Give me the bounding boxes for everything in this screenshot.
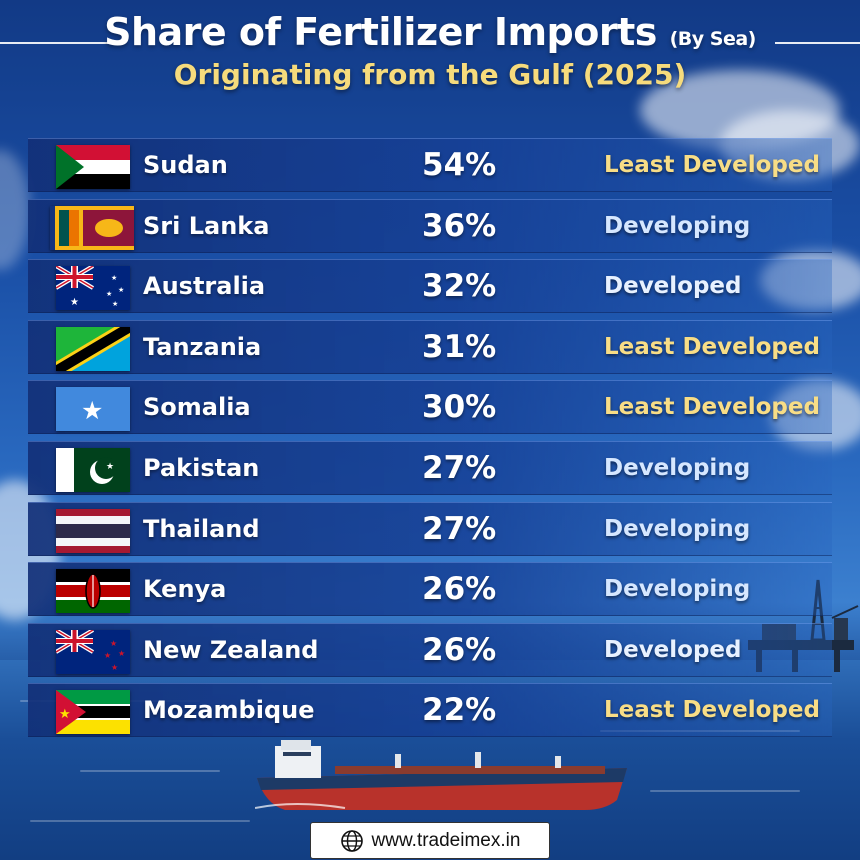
share-value: 36%: [422, 207, 497, 244]
svg-text:★: ★: [70, 297, 79, 308]
svg-text:★: ★: [112, 300, 118, 308]
chart-title-text: Share of Fertilizer Imports: [104, 10, 657, 54]
chart-subtitle: Originating from the Gulf (2025): [173, 58, 687, 91]
flag-australia: ★ ★ ★ ★ ★: [56, 266, 130, 311]
status-label: Least Developed: [604, 152, 820, 178]
flag-sri-lanka: [55, 205, 134, 250]
status-label: Developing: [604, 576, 751, 603]
country-name: Kenya: [143, 575, 227, 604]
status-label: Developing: [604, 212, 751, 239]
flag-sudan: [56, 145, 130, 189]
share-value: 54%: [422, 147, 497, 183]
country-name: Mozambique: [143, 696, 315, 725]
website-url[interactable]: www.tradeimex.in: [371, 829, 521, 851]
status-label: Developing: [604, 454, 751, 481]
svg-text:★: ★: [110, 639, 117, 648]
table-row: ★ Pakistan 27% Developing: [28, 440, 832, 495]
flag-kenya: [56, 569, 130, 614]
flag-somalia: ★: [56, 387, 130, 432]
table-row: Kenya 26% Developing: [28, 562, 832, 617]
svg-text:★: ★: [106, 462, 114, 472]
status-label: Least Developed: [604, 697, 820, 724]
svg-text:★: ★: [111, 663, 118, 672]
share-value: 31%: [422, 328, 497, 365]
share-value: 30%: [422, 389, 497, 426]
svg-text:★: ★: [118, 649, 125, 658]
svg-text:★: ★: [104, 651, 111, 660]
status-label: Least Developed: [604, 394, 820, 421]
share-value: 27%: [422, 449, 497, 486]
status-label: Developed: [604, 273, 742, 300]
status-label: Developed: [604, 636, 742, 663]
share-value: 32%: [422, 268, 497, 305]
flag-pakistan: ★: [56, 447, 130, 492]
share-value: 22%: [422, 692, 497, 729]
flag-tanzania: [56, 326, 130, 371]
table-row: Sri Lanka 36% Developing: [28, 198, 832, 253]
country-name: Australia: [143, 272, 266, 301]
title-rule-left: [0, 42, 120, 44]
country-name: Somalia: [143, 393, 251, 422]
title-rule-right: [775, 42, 860, 44]
table-row: Tanzania 31% Least Developed: [28, 319, 832, 374]
country-table: Sudan 54% Least Developed Sri Lanka 36% …: [28, 138, 832, 744]
flag-new-zealand: ★ ★ ★ ★: [56, 629, 130, 674]
country-name: Pakistan: [143, 453, 260, 482]
status-label: Developing: [604, 515, 751, 542]
globe-icon: [340, 829, 363, 852]
country-name: Sudan: [143, 151, 228, 179]
header: Share of Fertilizer Imports (By Sea) Ori…: [0, 10, 860, 91]
cargo-ship-illustration: [255, 740, 627, 810]
table-row: ★ Mozambique 22% Least Developed: [28, 683, 832, 738]
country-name: Thailand: [143, 514, 260, 543]
country-name: Tanzania: [143, 332, 262, 361]
chart-title-suffix: (By Sea): [669, 28, 757, 50]
country-name: New Zealand: [143, 635, 319, 664]
svg-text:★: ★: [106, 290, 112, 298]
cloud-decoration: [0, 150, 30, 270]
table-row: Thailand 27% Developing: [28, 501, 832, 556]
table-row: Sudan 54% Least Developed: [28, 138, 832, 192]
flag-thailand: [56, 508, 130, 553]
table-row: ★ Somalia 30% Least Developed: [28, 380, 832, 435]
chart-title: Share of Fertilizer Imports (By Sea): [0, 10, 860, 54]
table-row: ★ ★ ★ ★ New Zealand 26% Developed: [28, 622, 832, 677]
svg-text:★: ★: [111, 274, 117, 282]
website-badge[interactable]: www.tradeimex.in: [310, 822, 550, 859]
status-label: Least Developed: [604, 333, 820, 360]
country-name: Sri Lanka: [143, 211, 270, 240]
share-value: 26%: [422, 571, 497, 608]
svg-text:★: ★: [59, 707, 71, 722]
flag-mozambique: ★: [56, 690, 130, 735]
svg-text:★: ★: [81, 396, 103, 425]
share-value: 26%: [422, 631, 497, 668]
svg-text:★: ★: [118, 286, 124, 294]
table-row: ★ ★ ★ ★ ★ Australia 32% Developed: [28, 259, 832, 314]
share-value: 27%: [422, 510, 497, 547]
